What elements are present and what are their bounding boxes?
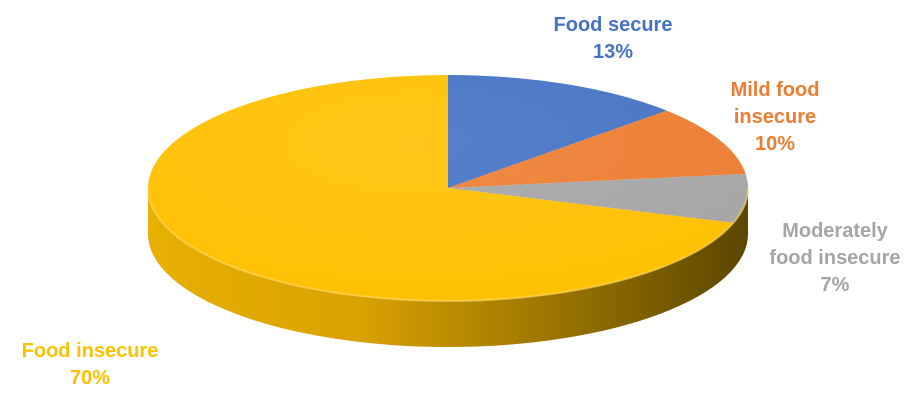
label-food-insecure: Food insecure 70% (4, 338, 176, 392)
label-food-insecure-value: 70% (69, 367, 111, 389)
label-food-secure-line1: Food secure (553, 14, 673, 36)
pie-top-face (147, 75, 749, 302)
label-mild-food-insecure: Mild food insecure 10% (700, 77, 850, 158)
pie-top-sheen (148, 75, 748, 301)
label-moderate-line2: food insecure (769, 247, 901, 269)
label-moderate-value: 7% (820, 274, 850, 296)
label-food-secure-value: 13% (592, 41, 634, 63)
pie-side-food-insecure (148, 188, 748, 347)
label-moderate-line1: Moderately (782, 220, 888, 242)
label-mild-value: 10% (754, 133, 796, 155)
pie-side-wall (148, 188, 748, 347)
label-food-secure: Food secure 13% (538, 12, 688, 66)
label-mild-line1: Mild food (730, 79, 820, 101)
label-mild-line2: insecure (733, 106, 817, 128)
pie-rim-highlight (147, 187, 749, 302)
label-moderately-food-insecure: Moderately food insecure 7% (755, 218, 915, 299)
label-food-insecure-line1: Food insecure (21, 340, 159, 362)
